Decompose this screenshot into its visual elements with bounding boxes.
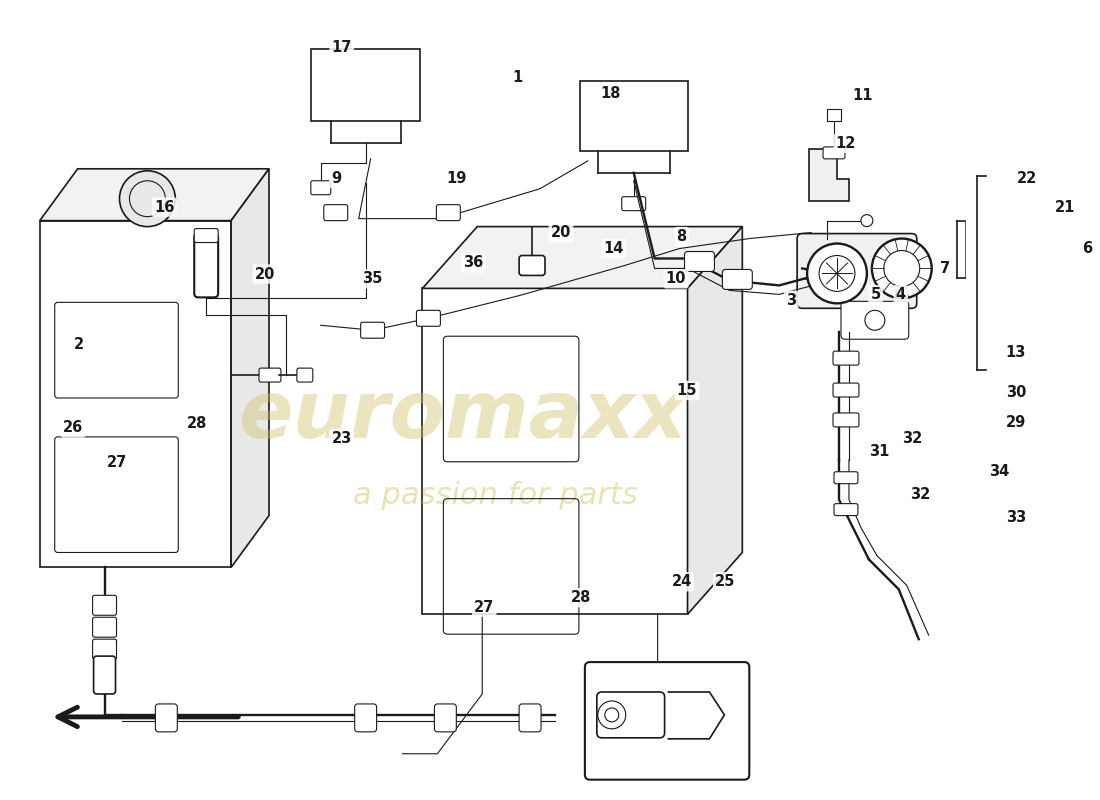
Circle shape	[872, 238, 932, 298]
Text: 4: 4	[895, 287, 905, 302]
Text: 20: 20	[551, 225, 571, 240]
Text: 5: 5	[870, 287, 881, 302]
Polygon shape	[810, 149, 849, 201]
FancyBboxPatch shape	[94, 656, 115, 694]
FancyBboxPatch shape	[580, 81, 688, 151]
FancyBboxPatch shape	[155, 704, 177, 732]
Text: 33: 33	[1005, 510, 1026, 526]
Text: 18: 18	[600, 86, 620, 101]
Text: 22: 22	[1016, 171, 1037, 186]
FancyBboxPatch shape	[684, 251, 714, 271]
FancyBboxPatch shape	[92, 595, 117, 615]
Text: 16: 16	[154, 199, 174, 214]
Text: 25: 25	[715, 574, 736, 590]
Polygon shape	[688, 226, 742, 614]
Text: 17: 17	[331, 40, 352, 55]
Text: 7: 7	[939, 261, 949, 276]
Text: 8: 8	[676, 229, 686, 244]
Text: 32: 32	[911, 486, 931, 502]
FancyBboxPatch shape	[597, 692, 664, 738]
Polygon shape	[231, 169, 270, 567]
FancyBboxPatch shape	[833, 413, 859, 427]
FancyBboxPatch shape	[833, 383, 859, 397]
Text: 35: 35	[362, 271, 383, 286]
Polygon shape	[40, 221, 231, 567]
Polygon shape	[40, 169, 270, 221]
FancyBboxPatch shape	[417, 310, 440, 326]
Text: 15: 15	[676, 383, 697, 398]
Circle shape	[807, 243, 867, 303]
FancyBboxPatch shape	[437, 205, 460, 221]
Text: 26: 26	[63, 421, 84, 435]
Text: a passion for parts: a passion for parts	[353, 481, 638, 510]
FancyBboxPatch shape	[92, 618, 117, 637]
FancyBboxPatch shape	[519, 704, 541, 732]
FancyBboxPatch shape	[834, 504, 858, 515]
FancyBboxPatch shape	[311, 50, 420, 121]
Polygon shape	[422, 288, 688, 614]
Text: euromaxx: euromaxx	[238, 377, 686, 455]
FancyBboxPatch shape	[354, 704, 376, 732]
Text: 27: 27	[107, 454, 128, 470]
FancyBboxPatch shape	[258, 368, 280, 382]
Text: 36: 36	[463, 255, 483, 270]
FancyBboxPatch shape	[311, 181, 331, 194]
FancyBboxPatch shape	[323, 205, 348, 221]
Text: 2: 2	[74, 337, 84, 352]
Text: 28: 28	[187, 417, 207, 431]
FancyBboxPatch shape	[834, 472, 858, 484]
Text: 1: 1	[512, 70, 522, 85]
Text: 23: 23	[331, 430, 352, 446]
FancyBboxPatch shape	[195, 234, 218, 298]
Text: 27: 27	[474, 600, 494, 614]
Text: 24: 24	[671, 574, 692, 590]
Text: 28: 28	[571, 590, 591, 606]
FancyBboxPatch shape	[297, 368, 312, 382]
Text: 34: 34	[989, 464, 1010, 479]
FancyBboxPatch shape	[519, 255, 544, 275]
FancyBboxPatch shape	[361, 322, 385, 338]
FancyBboxPatch shape	[842, 302, 909, 339]
Circle shape	[861, 214, 873, 226]
Text: 3: 3	[786, 293, 796, 308]
Text: 32: 32	[902, 430, 922, 446]
Text: 13: 13	[1005, 345, 1026, 360]
FancyBboxPatch shape	[434, 704, 456, 732]
Circle shape	[120, 170, 175, 226]
Text: 29: 29	[1005, 415, 1026, 430]
Text: 20: 20	[255, 266, 275, 282]
FancyBboxPatch shape	[92, 639, 117, 659]
Text: 19: 19	[447, 171, 468, 186]
FancyBboxPatch shape	[723, 270, 752, 290]
Text: 31: 31	[869, 444, 889, 459]
Text: 12: 12	[836, 136, 856, 150]
FancyBboxPatch shape	[621, 197, 646, 210]
FancyBboxPatch shape	[833, 351, 859, 365]
Text: 11: 11	[852, 88, 872, 103]
FancyBboxPatch shape	[585, 662, 749, 780]
Text: 10: 10	[666, 271, 686, 286]
FancyBboxPatch shape	[798, 234, 916, 308]
FancyBboxPatch shape	[823, 147, 845, 159]
Text: 6: 6	[1082, 241, 1092, 256]
FancyBboxPatch shape	[827, 109, 842, 121]
Text: 9: 9	[331, 171, 341, 186]
Text: 21: 21	[1055, 199, 1076, 214]
Text: 30: 30	[1005, 385, 1026, 399]
Polygon shape	[422, 226, 742, 288]
FancyBboxPatch shape	[195, 229, 218, 242]
Text: 14: 14	[604, 241, 624, 256]
